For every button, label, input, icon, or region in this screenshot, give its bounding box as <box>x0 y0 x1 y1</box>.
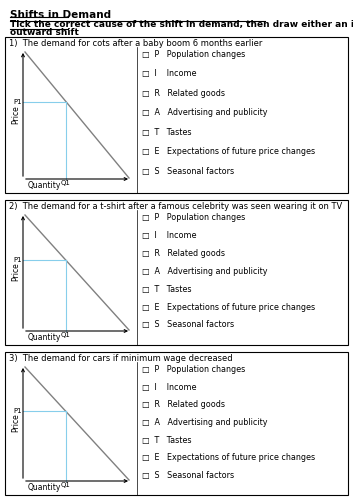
Text: Quantity: Quantity <box>28 181 61 190</box>
Text: □  R   Related goods: □ R Related goods <box>142 89 225 98</box>
Text: □  S   Seasonal factors: □ S Seasonal factors <box>142 166 234 175</box>
Text: □  R   Related goods: □ R Related goods <box>142 400 225 409</box>
Text: □  R   Related goods: □ R Related goods <box>142 249 225 258</box>
Text: Shifts in Demand: Shifts in Demand <box>10 10 111 20</box>
Text: □  T   Tastes: □ T Tastes <box>142 284 191 294</box>
Text: □  P   Population changes: □ P Population changes <box>142 213 245 222</box>
Text: outward shift: outward shift <box>10 28 79 37</box>
Text: □  A   Advertising and publicity: □ A Advertising and publicity <box>142 108 268 118</box>
Text: □  A   Advertising and publicity: □ A Advertising and publicity <box>142 267 268 276</box>
Text: □  I    Income: □ I Income <box>142 70 197 78</box>
Text: □  A   Advertising and publicity: □ A Advertising and publicity <box>142 418 268 427</box>
Text: Price: Price <box>11 262 20 281</box>
Text: Quantity: Quantity <box>28 333 61 342</box>
Text: □  E   Expectations of future price changes: □ E Expectations of future price changes <box>142 302 315 312</box>
Text: Q1: Q1 <box>61 180 71 186</box>
Text: Q1: Q1 <box>61 482 71 488</box>
Text: □  S   Seasonal factors: □ S Seasonal factors <box>142 471 234 480</box>
Text: P1: P1 <box>13 98 22 104</box>
Text: □  T   Tastes: □ T Tastes <box>142 128 191 137</box>
Text: □  E   Expectations of future price changes: □ E Expectations of future price changes <box>142 147 315 156</box>
Text: □  I    Income: □ I Income <box>142 382 197 392</box>
Text: □  I    Income: □ I Income <box>142 231 197 240</box>
Text: P1: P1 <box>13 408 22 414</box>
Text: Tick the correct cause of the shift in demand, then draw either an inward shift : Tick the correct cause of the shift in d… <box>10 20 353 29</box>
Text: Quantity: Quantity <box>28 483 61 492</box>
Text: □  P   Population changes: □ P Population changes <box>142 50 245 59</box>
Bar <box>5 352 348 495</box>
Text: □  T   Tastes: □ T Tastes <box>142 436 191 444</box>
Text: □  S   Seasonal factors: □ S Seasonal factors <box>142 320 234 330</box>
Text: Price: Price <box>11 105 20 124</box>
Text: 2)  The demand for a t-shirt after a famous celebrity was seen wearing it on TV: 2) The demand for a t-shirt after a famo… <box>9 202 342 211</box>
Bar <box>5 37 348 193</box>
Text: Q1: Q1 <box>61 332 71 338</box>
Bar <box>5 200 348 345</box>
Text: □  E   Expectations of future price changes: □ E Expectations of future price changes <box>142 453 315 462</box>
Text: P1: P1 <box>13 257 22 263</box>
Text: Price: Price <box>11 414 20 432</box>
Text: □  P   Population changes: □ P Population changes <box>142 365 245 374</box>
Text: 3)  The demand for cars if minimum wage decreased: 3) The demand for cars if minimum wage d… <box>9 354 233 363</box>
Text: 1)  The demand for cots after a baby boom 6 months earlier: 1) The demand for cots after a baby boom… <box>9 39 262 48</box>
